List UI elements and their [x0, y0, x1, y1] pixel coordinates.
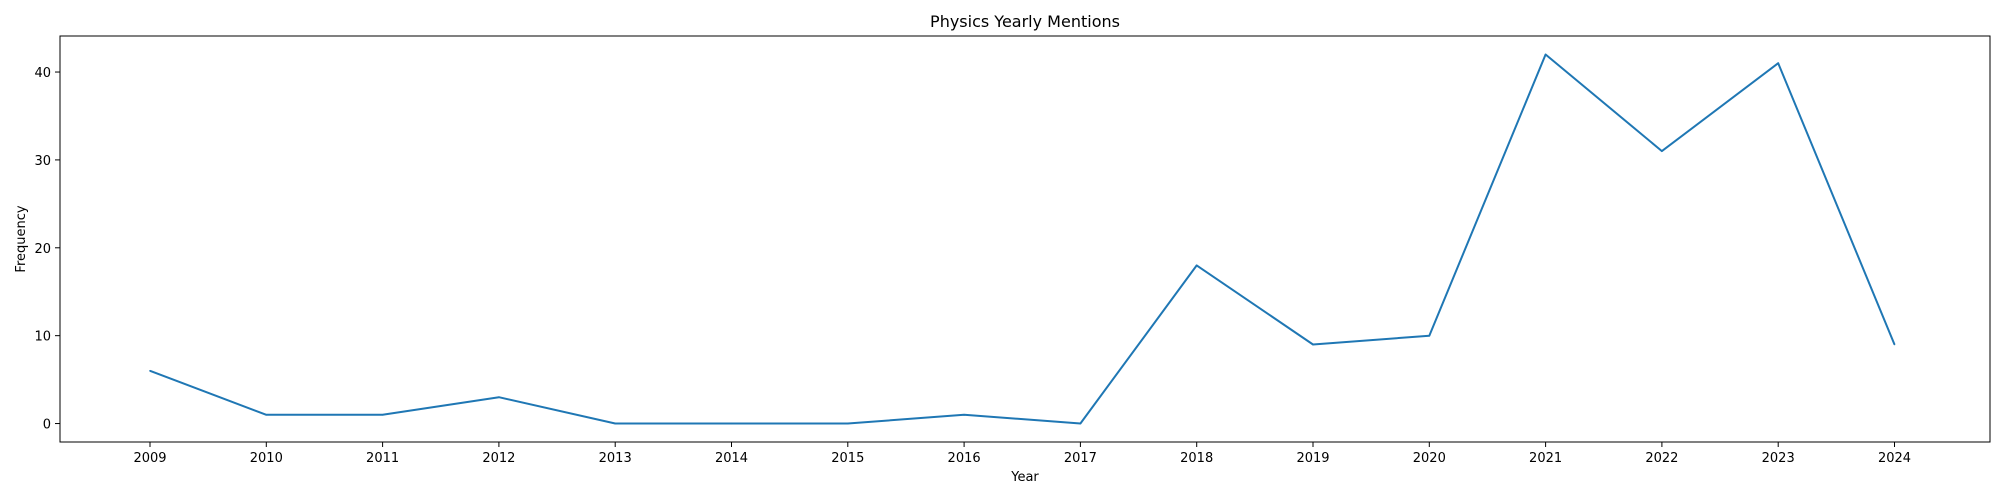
x-tick-label: 2017: [1064, 451, 1097, 466]
x-axis-title: Year: [1010, 470, 1039, 485]
x-tick-label: 2011: [366, 451, 399, 466]
x-tick-label: 2023: [1762, 451, 1795, 466]
x-tick-label: 2010: [250, 451, 283, 466]
data-point: [1079, 422, 1082, 425]
data-point: [498, 396, 500, 399]
x-tick-label: 2014: [715, 451, 748, 466]
data-point: [614, 422, 616, 425]
data-point: [730, 422, 733, 425]
y-tick-label: 40: [34, 66, 51, 81]
y-tick-label: 30: [34, 154, 51, 169]
x-tick-label: 2019: [1296, 451, 1329, 466]
x-tick-label: 2012: [482, 451, 515, 466]
data-point: [381, 414, 384, 416]
data-point: [963, 414, 965, 416]
x-tick-label: 2018: [1180, 451, 1213, 466]
x-tick-label: 2024: [1878, 451, 1911, 466]
data-point: [265, 414, 268, 416]
data-point: [1544, 53, 1547, 56]
x-tick-label: 2015: [831, 451, 864, 466]
chart-title: Physics Yearly Mentions: [930, 12, 1120, 31]
x-tick-label: 2020: [1413, 451, 1446, 466]
y-axis-title: Frequency: [14, 205, 29, 272]
data-point: [1777, 62, 1779, 64]
data-point: [1195, 264, 1198, 267]
data-point: [1661, 150, 1663, 152]
y-tick-label: 0: [43, 418, 51, 433]
series-layer: [149, 53, 1896, 425]
y-axis-ticks: 0 10 20 30 40: [34, 66, 60, 433]
x-tick-label: 2013: [599, 451, 632, 466]
y-tick-label: 10: [34, 330, 51, 345]
data-point: [1428, 334, 1431, 337]
data-point: [149, 370, 151, 372]
x-tick-label: 2009: [133, 451, 166, 466]
x-tick-label: 2016: [948, 451, 981, 466]
data-point: [1893, 343, 1896, 346]
data-point: [847, 422, 849, 425]
y-tick-label: 20: [34, 242, 51, 257]
plot-frame: [59, 35, 1991, 443]
data-point: [1312, 343, 1314, 346]
series-line: [149, 53, 1896, 425]
x-tick-label: 2021: [1529, 451, 1562, 466]
x-tick-label: 2022: [1645, 451, 1678, 466]
x-axis-ticks: 2009 2010 2011 2012 2013 2014 2015 2016 2017 2018…: [133, 442, 1911, 466]
